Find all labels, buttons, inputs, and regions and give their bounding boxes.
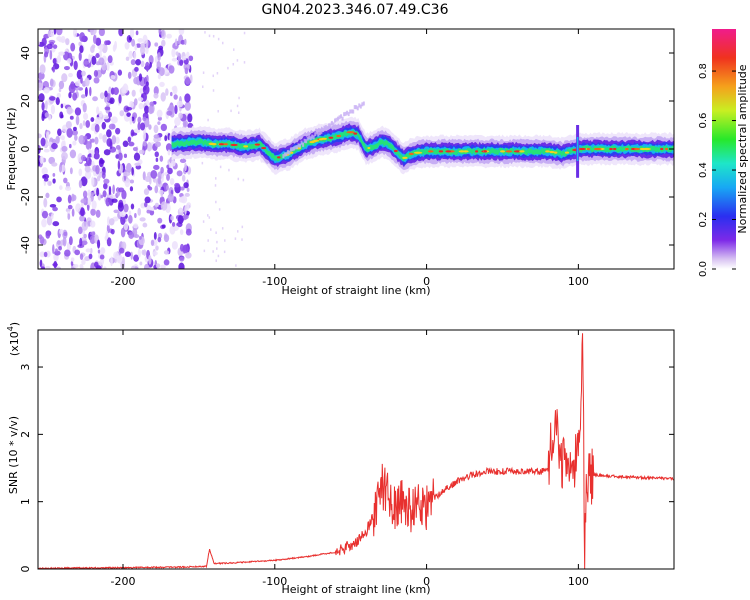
spectrogram-x-label: Height of straight line (km) [281, 284, 430, 297]
spectrogram-x-tick-label: 100 [568, 275, 589, 288]
snr-y-tick-label: 3 [19, 364, 32, 371]
snr-content [38, 333, 674, 569]
spectrogram-y-label: Frequency (Hz) [5, 108, 18, 191]
spectrogram-y-axis: -40 -20 0 20 40 [19, 46, 674, 254]
snr-series-line [38, 333, 674, 569]
snr-x-tick-label: -200 [111, 575, 136, 588]
colorbar-tick-label: 0.4 [698, 162, 709, 178]
colorbar-tick-label: 0.8 [698, 63, 709, 79]
spectrogram-x-axis: -200 -100 0 100 [111, 29, 589, 288]
snr-panel: -200 -100 0 100 0 1 2 3 Height of straight lin… [6, 322, 675, 596]
colorbar-tick-label: 0.2 [698, 212, 709, 228]
snr-x-tick-label: -100 [262, 575, 287, 588]
snr-y-axis: 0 1 2 3 [19, 364, 674, 573]
colorbar: 0.0 0.2 0.4 0.6 0.8 Normalized spectral ampl… [698, 29, 749, 277]
snr-y-tick-label: 0 [19, 566, 32, 573]
spectrogram-x-tick-label: -100 [262, 275, 287, 288]
spectrogram-x-tick-label: 0 [423, 275, 430, 288]
colorbar-gradient [712, 29, 736, 269]
spectrogram-noise [38, 29, 246, 269]
snr-y-tick-label: 1 [19, 498, 32, 505]
figure-title: GN04.2023.346.07.49.C36 [261, 2, 449, 18]
spectrogram-y-tick-label: 20 [19, 94, 32, 108]
snr-x-label: Height of straight line (km) [281, 583, 430, 596]
colorbar-ticks: 0.0 0.2 0.4 0.6 0.8 [698, 63, 736, 277]
snr-x-tick-label: 100 [568, 575, 589, 588]
colorbar-tick-label: 0.0 [698, 261, 709, 277]
snr-x-tick-label: 0 [423, 575, 430, 588]
spectrogram-y-tick-label: -20 [19, 188, 32, 206]
snr-scale-note: (x104) [6, 322, 21, 356]
snr-frame [37, 329, 675, 570]
snr-x-axis: -200 -100 0 100 [111, 330, 589, 588]
snr-plot-area [38, 330, 674, 569]
spectrogram-y-tick-label: 0 [19, 146, 32, 153]
spectrogram-content [38, 29, 674, 269]
spectrogram-signal [171, 101, 674, 178]
spectrogram-y-tick-label: -40 [19, 236, 32, 254]
colorbar-label: Normalized spectral amplitude [736, 64, 749, 233]
spectrogram-x-tick-label: -200 [111, 275, 136, 288]
spectrogram-y-tick-label: 40 [19, 46, 32, 60]
snr-y-tick-label: 2 [19, 431, 32, 438]
snr-y-label: SNR (10 * v/v) [7, 416, 20, 494]
colorbar-tick-label: 0.6 [698, 113, 709, 129]
